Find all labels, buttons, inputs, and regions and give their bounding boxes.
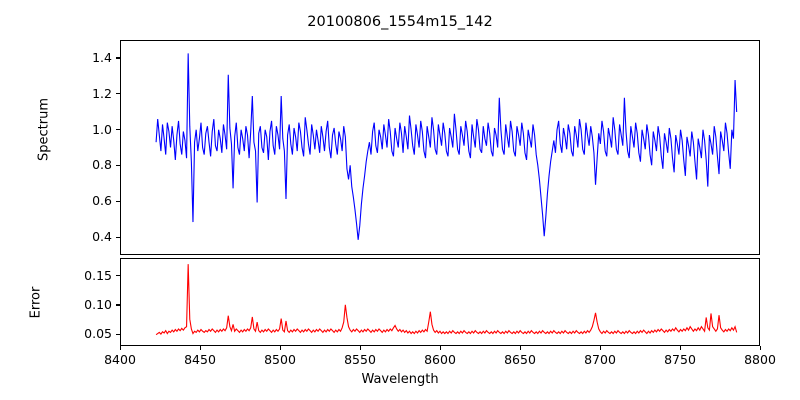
x-tick-label: 8500 <box>264 352 296 367</box>
x-tickmark <box>519 346 521 350</box>
x-tickmark <box>279 346 281 350</box>
x-tick-label: 8600 <box>424 352 456 367</box>
spectrum-y-tick-label: 1.4 <box>92 49 112 65</box>
spectrum-y-tick-label: 0.4 <box>92 229 112 245</box>
error-y-tickmark <box>116 333 120 335</box>
error-svg <box>121 259 759 345</box>
x-tick-label: 8550 <box>344 352 376 367</box>
spectrum-y-tickmark <box>116 57 120 59</box>
x-tickmark <box>599 346 601 350</box>
spectrum-y-tick-label: 1.0 <box>92 121 112 137</box>
spectrum-data-line <box>156 53 737 239</box>
error-y-tickmark <box>116 304 120 306</box>
spectrum-y-tickmark <box>116 164 120 166</box>
spectrum-y-tickmark <box>116 129 120 131</box>
x-tick-label: 8450 <box>184 352 216 367</box>
spectrum-y-tick-label: 1.2 <box>92 85 112 101</box>
error-plot-area <box>120 258 760 346</box>
x-tickmark <box>199 346 201 350</box>
spectrum-svg <box>121 41 759 254</box>
x-tickmark <box>359 346 361 350</box>
page-title: 20100806_1554m15_142 <box>307 14 493 30</box>
spectrum-y-tickmark <box>116 236 120 238</box>
x-tickmark <box>439 346 441 350</box>
spectrum-y-axis-label: Spectrum <box>36 98 52 161</box>
error-y-tick-label: 0.05 <box>84 326 112 342</box>
x-tick-label: 8800 <box>744 352 776 367</box>
spectrum-y-tickmark <box>116 93 120 95</box>
spectrum-y-tick-label: 0.8 <box>92 157 112 173</box>
x-tickmark <box>759 346 761 350</box>
error-data-line <box>156 264 737 335</box>
spectrum-y-tickmark <box>116 200 120 202</box>
x-tick-label: 8700 <box>584 352 616 367</box>
error-y-tick-label: 0.10 <box>84 296 112 312</box>
error-y-axis-label: Error <box>28 286 44 319</box>
x-tick-label: 8650 <box>504 352 536 367</box>
error-y-tickmark <box>116 275 120 277</box>
error-y-tick-label: 0.15 <box>84 267 112 283</box>
x-tick-label: 8750 <box>664 352 696 367</box>
x-axis-label: Wavelength <box>361 372 439 387</box>
x-tickmark <box>679 346 681 350</box>
spectrum-plot-area <box>120 40 760 255</box>
x-tickmark <box>119 346 121 350</box>
x-tick-label: 8400 <box>104 352 136 367</box>
spectrum-y-tick-label: 0.6 <box>92 193 112 209</box>
